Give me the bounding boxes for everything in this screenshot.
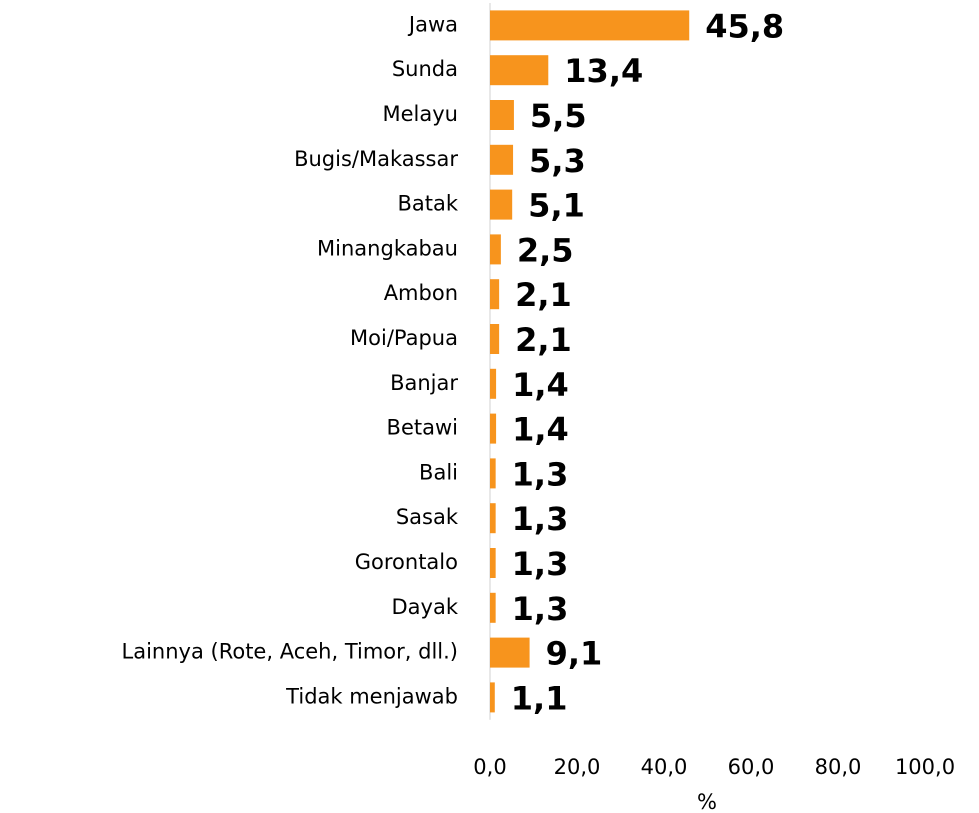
bar	[490, 368, 497, 399]
bar	[490, 548, 496, 578]
value-label: 2,1	[515, 276, 572, 314]
y-tick-label: Bali	[419, 460, 458, 484]
value-label: 5,5	[530, 97, 587, 135]
bar	[490, 503, 496, 534]
bar	[490, 234, 501, 265]
bar	[490, 324, 500, 354]
y-tick-label: Bugis/Makassar	[294, 147, 458, 171]
y-tick-label: Ambon	[384, 281, 458, 305]
bar	[490, 682, 495, 713]
x-tick-label: 60,0	[728, 755, 775, 779]
value-label: 5,1	[528, 187, 585, 225]
value-label: 1,3	[512, 500, 569, 538]
y-tick-label: Sunda	[392, 57, 458, 81]
value-label: 1,4	[512, 411, 569, 449]
y-tick-label: Minangkabau	[317, 236, 458, 260]
value-label: 45,8	[705, 7, 784, 45]
value-label: 2,1	[515, 321, 572, 359]
y-tick-label: Melayu	[383, 102, 458, 126]
y-tick-label: Lainnya (Rote, Aceh, Timor, dll.)	[122, 640, 458, 664]
bar	[490, 189, 513, 220]
value-label: 9,1	[546, 635, 603, 673]
bar	[490, 592, 496, 623]
value-label: 5,3	[529, 142, 586, 180]
y-tick-label: Dayak	[392, 595, 459, 619]
x-tick-label: 0,0	[473, 755, 506, 779]
bar	[490, 100, 514, 130]
x-tick-label: 80,0	[815, 755, 862, 779]
bar	[490, 55, 549, 86]
bar	[490, 279, 500, 310]
y-tick-label: Betawi	[387, 416, 458, 440]
y-tick-label: Sasak	[396, 505, 459, 529]
y-tick-label: Jawa	[407, 12, 458, 36]
value-label: 2,5	[517, 231, 574, 269]
value-label: 1,3	[512, 590, 569, 628]
bar	[490, 10, 690, 41]
bar	[490, 637, 530, 668]
x-axis-label: %	[697, 790, 717, 813]
bar	[490, 144, 514, 175]
value-label: 13,4	[564, 52, 643, 90]
value-label: 1,1	[511, 679, 568, 717]
y-tick-label: Batak	[397, 192, 458, 216]
bar	[490, 458, 496, 489]
x-tick-label: 20,0	[554, 755, 601, 779]
bar	[490, 413, 497, 444]
value-label: 1,4	[512, 366, 569, 404]
x-tick-label: 40,0	[641, 755, 688, 779]
value-label: 1,3	[512, 455, 569, 493]
x-tick-label: 100,0	[895, 755, 955, 779]
y-tick-label: Moi/Papua	[350, 326, 458, 350]
y-tick-label: Gorontalo	[355, 550, 458, 574]
value-label: 1,3	[512, 545, 569, 583]
y-tick-label: Tidak menjawab	[285, 684, 458, 708]
y-tick-label: Banjar	[390, 371, 458, 395]
